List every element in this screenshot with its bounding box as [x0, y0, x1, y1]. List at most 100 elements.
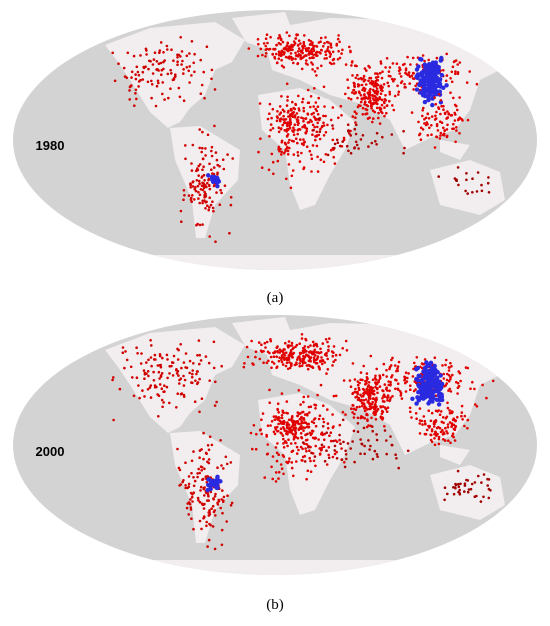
dot — [176, 447, 179, 451]
dot — [303, 345, 307, 348]
dot — [277, 422, 280, 426]
dot — [293, 363, 297, 367]
dot — [205, 45, 209, 48]
dot — [456, 415, 459, 419]
dot — [111, 51, 114, 55]
dot — [411, 77, 415, 80]
dot — [313, 343, 316, 346]
dot — [160, 372, 164, 375]
dot — [209, 203, 213, 207]
dot — [283, 51, 286, 54]
settlement-dots — [111, 31, 491, 243]
dot — [285, 47, 288, 51]
dot — [447, 374, 451, 377]
dot — [295, 445, 299, 449]
dot — [184, 484, 187, 487]
dot — [229, 504, 233, 507]
dot — [337, 34, 340, 37]
dot — [289, 121, 293, 124]
dot — [243, 362, 246, 365]
dot — [310, 153, 313, 157]
dot — [414, 84, 417, 88]
dot — [267, 168, 271, 172]
dot — [349, 385, 353, 389]
dot — [162, 401, 165, 404]
dot — [257, 341, 261, 344]
dot — [290, 362, 293, 365]
dot — [418, 407, 422, 410]
dot — [307, 121, 311, 124]
dot — [352, 416, 356, 419]
dot — [471, 380, 474, 384]
dot — [299, 352, 302, 356]
dot — [351, 91, 354, 94]
dot — [155, 84, 159, 88]
dot — [325, 351, 328, 355]
dot — [305, 127, 309, 130]
dot — [178, 382, 181, 385]
dot — [199, 58, 202, 62]
dot — [415, 365, 421, 371]
dot — [279, 43, 282, 46]
dot — [335, 457, 339, 460]
dot — [312, 44, 316, 48]
dot — [458, 132, 461, 135]
dot — [359, 100, 363, 104]
dot — [195, 179, 199, 182]
dot — [306, 432, 309, 436]
dot — [376, 407, 380, 411]
dot — [327, 446, 331, 449]
dot — [300, 67, 304, 71]
dot — [170, 48, 173, 51]
dot — [182, 374, 185, 378]
dot — [368, 392, 372, 396]
dot — [214, 151, 218, 154]
dot — [376, 386, 379, 390]
dot — [117, 62, 120, 65]
dot — [273, 55, 276, 59]
dot — [271, 53, 275, 56]
dot — [353, 127, 357, 131]
dot — [171, 78, 175, 82]
dot — [314, 464, 317, 468]
dot — [201, 157, 205, 160]
dot — [286, 426, 289, 430]
dot — [382, 393, 386, 397]
dot — [345, 144, 349, 148]
dot — [363, 67, 367, 70]
dot — [207, 208, 210, 212]
dot — [283, 129, 287, 132]
dot — [254, 447, 258, 451]
dot — [307, 354, 310, 358]
dot — [353, 92, 356, 95]
dot — [417, 120, 420, 124]
dot — [385, 452, 389, 456]
dot — [269, 35, 272, 39]
dot — [391, 356, 394, 360]
dot — [189, 183, 192, 186]
dot — [225, 462, 229, 466]
dot — [146, 370, 150, 373]
dot — [208, 187, 212, 191]
dot — [296, 414, 300, 418]
dot — [338, 144, 342, 148]
dot — [354, 76, 358, 80]
dot — [113, 79, 117, 83]
dot — [284, 341, 287, 345]
dot — [370, 141, 374, 145]
dot — [308, 456, 312, 460]
dot — [272, 415, 276, 418]
dot — [280, 414, 284, 417]
dot — [469, 387, 472, 391]
dot — [290, 108, 293, 112]
dot — [365, 372, 369, 375]
dot — [197, 197, 200, 200]
dot — [149, 384, 153, 387]
dot — [278, 52, 281, 56]
dot — [262, 361, 265, 365]
dot — [316, 105, 320, 108]
dot — [352, 81, 356, 85]
dot — [290, 58, 294, 61]
dot — [216, 466, 219, 470]
dot — [420, 362, 424, 365]
